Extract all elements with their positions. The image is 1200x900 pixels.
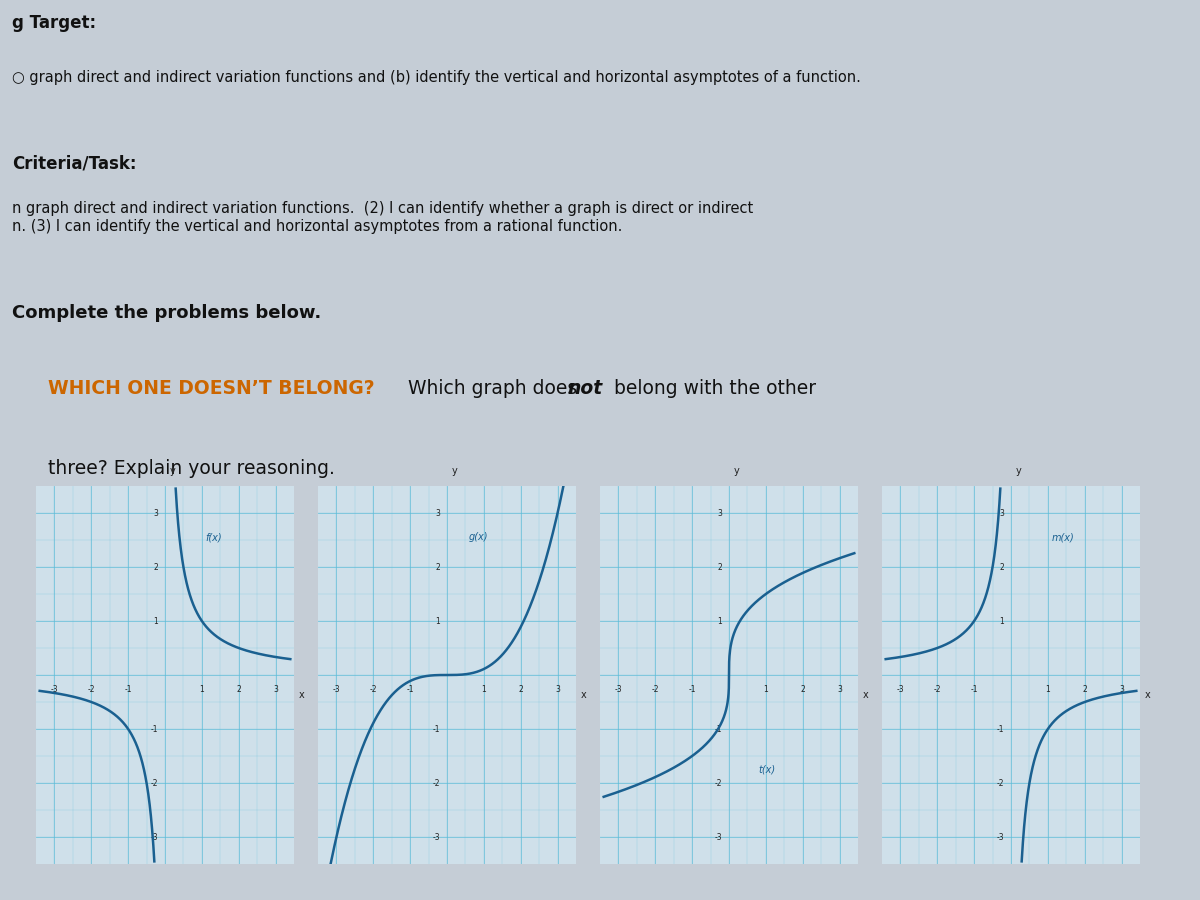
Text: 1: 1 <box>436 616 440 625</box>
Text: -3: -3 <box>896 685 905 694</box>
Text: 1: 1 <box>154 616 158 625</box>
Text: three? Explain your reasoning.: three? Explain your reasoning. <box>48 459 335 478</box>
Text: Which graph does: Which graph does <box>402 379 583 398</box>
Text: -1: -1 <box>997 724 1004 733</box>
Text: 1: 1 <box>1000 616 1004 625</box>
Text: g(x): g(x) <box>469 532 488 542</box>
Text: 2: 2 <box>154 562 158 572</box>
Text: -1: -1 <box>151 724 158 733</box>
Text: -2: -2 <box>652 685 659 694</box>
Text: -3: -3 <box>433 832 440 842</box>
Text: 2: 2 <box>1082 685 1087 694</box>
Text: x: x <box>1145 690 1151 700</box>
Text: -2: -2 <box>88 685 95 694</box>
Text: x: x <box>299 690 305 700</box>
Text: 2: 2 <box>1000 562 1004 572</box>
Text: n graph direct and indirect variation functions.  (2) I can identify whether a g: n graph direct and indirect variation fu… <box>12 202 754 234</box>
Text: 1: 1 <box>718 616 722 625</box>
Text: Criteria/Task:: Criteria/Task: <box>12 155 137 173</box>
Text: -3: -3 <box>151 832 158 842</box>
Text: y: y <box>1015 466 1021 476</box>
Text: -1: -1 <box>689 685 696 694</box>
Text: Complete the problems below.: Complete the problems below. <box>12 304 322 322</box>
Text: 3: 3 <box>718 508 722 518</box>
Text: -1: -1 <box>433 724 440 733</box>
Text: f(x): f(x) <box>205 532 222 542</box>
Text: 1: 1 <box>1045 685 1050 694</box>
Text: -1: -1 <box>125 685 132 694</box>
Text: 1: 1 <box>199 685 204 694</box>
Text: WHICH ONE DOESN’T BELONG?: WHICH ONE DOESN’T BELONG? <box>48 379 374 398</box>
Text: -2: -2 <box>151 778 158 788</box>
Text: -3: -3 <box>715 832 722 842</box>
Text: 2: 2 <box>718 562 722 572</box>
Text: g Target:: g Target: <box>12 14 96 32</box>
Text: -1: -1 <box>407 685 414 694</box>
Text: -2: -2 <box>715 778 722 788</box>
Text: belong with the other: belong with the other <box>608 379 816 398</box>
Text: -1: -1 <box>971 685 978 694</box>
Text: -2: -2 <box>934 685 941 694</box>
Text: x: x <box>863 690 869 700</box>
Text: 3: 3 <box>1000 508 1004 518</box>
Text: -2: -2 <box>433 778 440 788</box>
Text: 2: 2 <box>436 562 440 572</box>
Text: m(x): m(x) <box>1051 532 1074 542</box>
Text: ○ graph direct and indirect variation functions and (b) identify the vertical an: ○ graph direct and indirect variation fu… <box>12 70 860 86</box>
Text: 3: 3 <box>1120 685 1124 694</box>
Text: not: not <box>568 379 602 398</box>
Text: -2: -2 <box>370 685 377 694</box>
Text: 1: 1 <box>481 685 486 694</box>
Text: 2: 2 <box>236 685 241 694</box>
Text: 3: 3 <box>436 508 440 518</box>
Text: 3: 3 <box>154 508 158 518</box>
Text: 2: 2 <box>518 685 523 694</box>
Text: -3: -3 <box>50 685 59 694</box>
Text: y: y <box>169 466 175 476</box>
Text: y: y <box>451 466 457 476</box>
Text: x: x <box>581 690 587 700</box>
Text: 3: 3 <box>274 685 278 694</box>
Text: y: y <box>733 466 739 476</box>
Text: -3: -3 <box>332 685 341 694</box>
Text: 1: 1 <box>763 685 768 694</box>
Text: 3: 3 <box>838 685 842 694</box>
Text: -3: -3 <box>997 832 1004 842</box>
Text: 2: 2 <box>800 685 805 694</box>
Text: -1: -1 <box>715 724 722 733</box>
Text: -2: -2 <box>997 778 1004 788</box>
Text: 3: 3 <box>556 685 560 694</box>
Text: t(x): t(x) <box>758 764 775 774</box>
Text: -3: -3 <box>614 685 623 694</box>
